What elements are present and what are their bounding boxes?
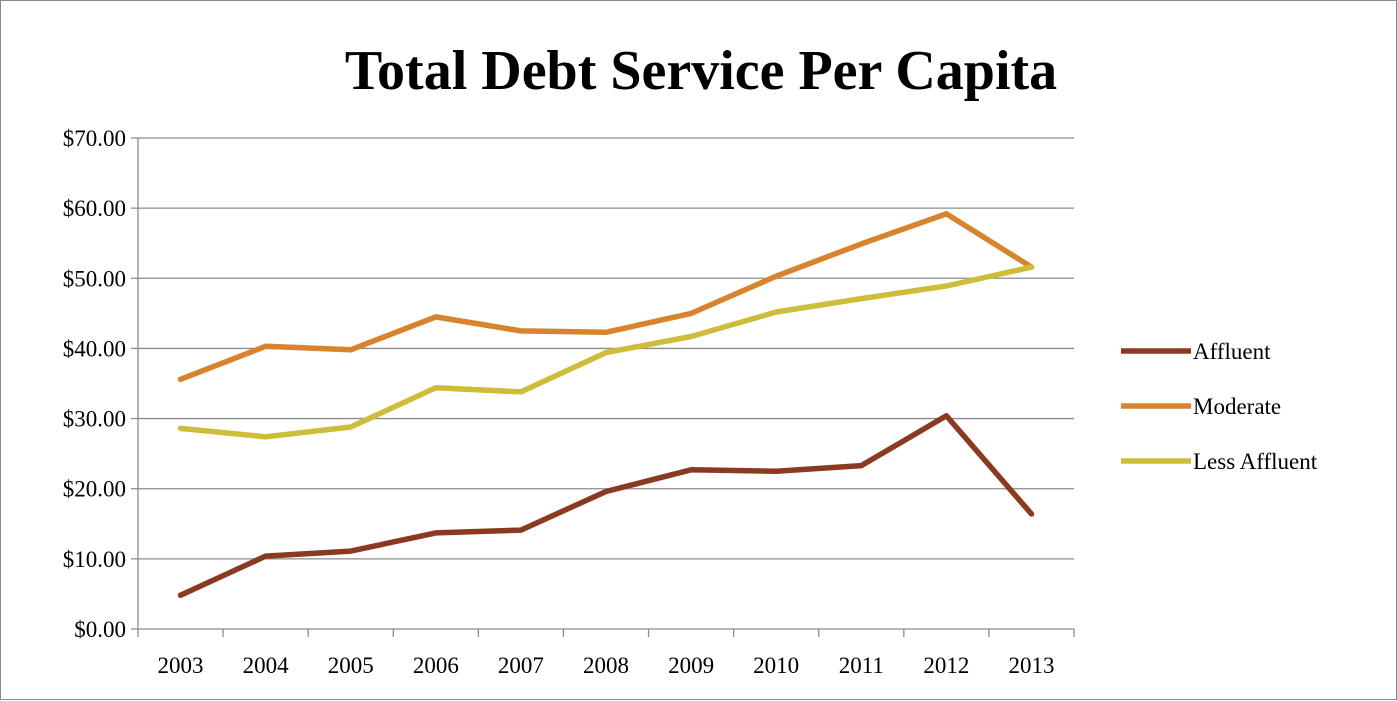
y-tick-label: $50.00 xyxy=(63,266,126,291)
y-tick-label: $70.00 xyxy=(63,126,126,151)
series-line-less-affluent xyxy=(177,264,1035,440)
x-tick-label: 2005 xyxy=(328,653,374,678)
x-tick-label: 2006 xyxy=(413,653,459,678)
x-tick-label: 2004 xyxy=(243,653,290,678)
y-tick-label: $10.00 xyxy=(63,547,126,572)
y-axis-ticks: $0.00 $10.00 $20.00 $30.00 $40.00 $50.00 $60.0… xyxy=(63,126,138,642)
x-tick-label: 2012 xyxy=(923,653,969,678)
series-line-moderate xyxy=(177,211,1035,383)
legend: Affluent Moderate Less Affluent xyxy=(1121,339,1318,474)
series-line-affluent xyxy=(177,413,1035,599)
chart-title: Total Debt Service Per Capita xyxy=(345,40,1057,102)
x-tick-label: 2009 xyxy=(668,653,714,678)
x-tick-label: 2008 xyxy=(583,653,629,678)
y-tick-label: $40.00 xyxy=(63,336,126,361)
y-tick-label: $20.00 xyxy=(63,477,126,502)
x-tick-label: 2013 xyxy=(1008,653,1054,678)
x-tick-label: 2010 xyxy=(753,653,799,678)
y-tick-label: $60.00 xyxy=(63,196,126,221)
legend-label: Moderate xyxy=(1193,394,1281,419)
series-lines xyxy=(177,211,1035,599)
x-tick-label: 2003 xyxy=(158,653,204,678)
x-tick-label: 2007 xyxy=(498,653,544,678)
legend-label: Less Affluent xyxy=(1193,449,1318,474)
x-axis-ticks: 2003 2004 2005 2006 2007 2008 2009 2010 2011 2012… xyxy=(137,629,1075,678)
axes xyxy=(137,138,1074,630)
legend-label: Affluent xyxy=(1193,339,1271,364)
x-tick-label: 2011 xyxy=(839,653,884,678)
y-tick-label: $0.00 xyxy=(74,617,126,642)
y-tick-label: $30.00 xyxy=(63,407,126,432)
